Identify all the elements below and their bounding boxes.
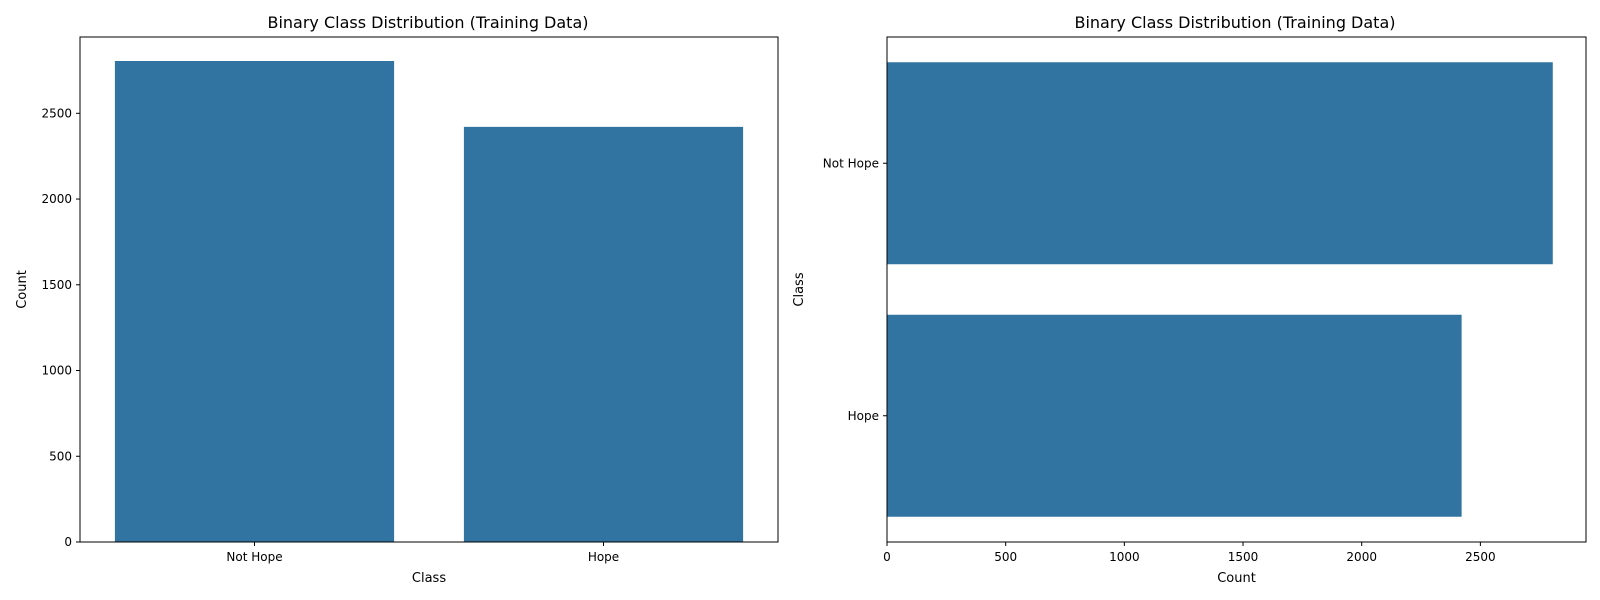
x-axis-label: Class — [412, 571, 446, 586]
y-tick-label: 2500 — [41, 106, 72, 120]
horizontal-bar-chart: Binary Class Distribution (Training Data… — [792, 13, 1587, 586]
y-tick-label: 500 — [49, 449, 72, 463]
vertical-bar-chart: Binary Class Distribution (Training Data… — [15, 13, 779, 586]
x-tick-label: Not Hope — [226, 550, 282, 564]
x-tick-label: 0 — [883, 550, 891, 564]
y-axis-label: Class — [792, 272, 807, 306]
y-tick-label: 2000 — [41, 192, 72, 206]
x-tick-label: Hope — [588, 550, 619, 564]
plot-frame — [886, 36, 1587, 543]
y-tick-label: 1500 — [41, 278, 72, 292]
y-axis-label: Count — [15, 270, 30, 309]
x-tick-label: 2500 — [1465, 550, 1496, 564]
x-tick-label: 500 — [994, 550, 1017, 564]
bar — [887, 314, 1462, 517]
y-tick-label: 1000 — [41, 364, 72, 378]
bar — [114, 61, 395, 543]
y-tick-label: Hope — [848, 409, 879, 423]
bar — [463, 126, 744, 542]
x-tick-label: 1500 — [1228, 550, 1259, 564]
x-tick-label: 1000 — [1109, 550, 1140, 564]
chart-title: Binary Class Distribution (Training Data… — [267, 13, 588, 32]
y-tick-label: 0 — [64, 535, 72, 549]
x-axis-label: Count — [1217, 571, 1256, 586]
x-tick-label: 2000 — [1346, 550, 1377, 564]
plot-frame — [79, 36, 779, 543]
bar — [887, 62, 1553, 265]
y-tick-label: Not Hope — [823, 156, 879, 170]
chart-title: Binary Class Distribution (Training Data… — [1074, 13, 1395, 32]
